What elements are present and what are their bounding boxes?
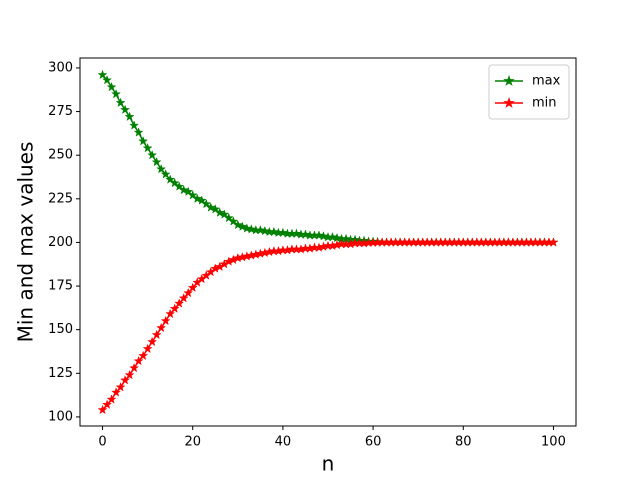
point-marker (169, 303, 180, 313)
y-tick-label: 125 (48, 366, 73, 381)
point-marker (192, 193, 203, 204)
x-axis-label: n (322, 452, 335, 476)
point-marker (183, 186, 194, 197)
point-marker (106, 81, 117, 92)
point-marker (142, 343, 153, 354)
point-marker (129, 120, 140, 130)
point-marker (133, 127, 144, 137)
point-marker (138, 350, 149, 361)
point-marker (196, 195, 207, 205)
y-tick-label: 150 (48, 322, 73, 337)
point-marker (232, 219, 243, 230)
y-tick-label: 175 (48, 279, 73, 294)
point-marker (160, 169, 171, 179)
x-tick-label: 40 (275, 435, 292, 450)
point-marker (111, 88, 122, 99)
series-line (101, 74, 554, 244)
y-tick-label: 275 (48, 104, 73, 119)
point-marker (129, 362, 140, 373)
point-marker (133, 355, 144, 366)
point-marker (124, 369, 135, 380)
point-marker (237, 221, 248, 231)
point-marker (97, 69, 108, 80)
point-marker (223, 212, 234, 223)
legend-label: min (532, 96, 557, 111)
x-tick-label: 80 (455, 435, 472, 450)
point-marker (178, 293, 189, 303)
point-marker (174, 181, 185, 191)
x-tick-label: 20 (184, 435, 201, 450)
point-marker (111, 387, 122, 397)
point-marker (120, 104, 131, 115)
point-marker (156, 322, 167, 333)
y-tick-label: 225 (48, 191, 73, 206)
point-marker (165, 174, 176, 184)
point-marker (201, 198, 212, 209)
point-marker (548, 237, 559, 247)
y-axis-label: Min and max values (14, 142, 38, 343)
point-marker (210, 204, 221, 214)
legend-marker (503, 74, 515, 86)
point-marker (124, 111, 135, 122)
point-marker (169, 177, 180, 188)
x-tick-label: 60 (365, 435, 382, 450)
x-tick-label: 0 (98, 435, 106, 450)
point-marker (115, 381, 126, 392)
point-marker (120, 375, 131, 385)
point-marker (115, 97, 126, 108)
point-marker (151, 329, 162, 340)
point-marker (183, 287, 194, 298)
point-marker (205, 202, 216, 212)
point-marker (102, 399, 113, 409)
x-tick-label: 100 (541, 435, 566, 450)
point-marker (228, 216, 239, 226)
y-tick-label: 100 (48, 409, 73, 424)
legend-label: max (532, 74, 561, 89)
legend-marker (503, 96, 515, 108)
point-marker (165, 308, 176, 319)
point-marker (214, 207, 225, 218)
point-marker (147, 149, 158, 160)
point-marker (219, 209, 230, 219)
point-marker (106, 394, 117, 404)
y-tick-label: 250 (48, 148, 73, 163)
y-tick-label: 200 (48, 235, 73, 250)
point-marker (160, 315, 171, 326)
point-marker (138, 135, 149, 146)
y-tick-label: 300 (48, 60, 73, 75)
point-marker (187, 282, 198, 293)
point-marker (97, 404, 108, 415)
point-marker (102, 74, 113, 85)
point-marker (187, 190, 198, 200)
series-line (101, 241, 554, 411)
point-marker (174, 298, 185, 308)
plot-frame (79, 57, 577, 427)
point-marker (151, 156, 162, 167)
point-marker (142, 142, 153, 153)
point-marker (156, 163, 167, 174)
point-marker (147, 336, 158, 347)
point-marker (178, 184, 189, 195)
